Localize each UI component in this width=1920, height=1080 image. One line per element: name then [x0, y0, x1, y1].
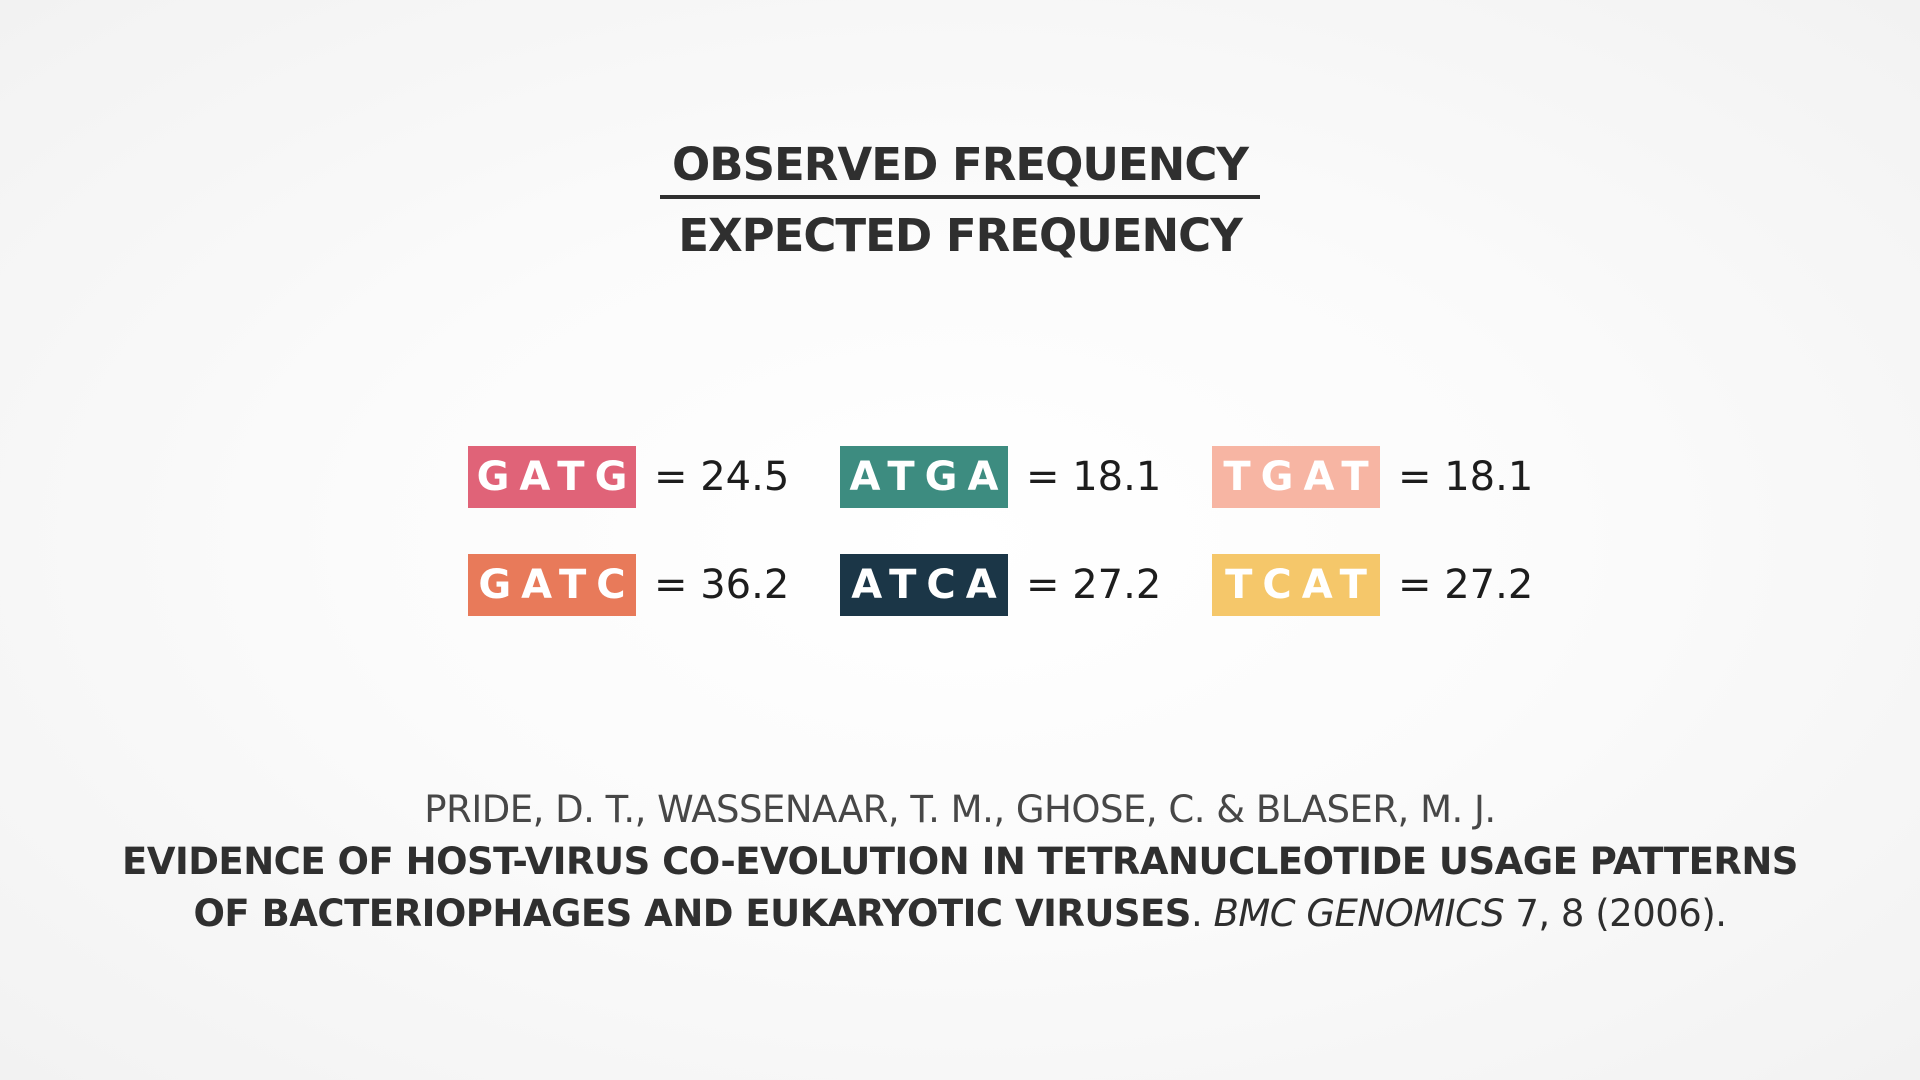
tetranucleotide-entry: GATC = 36.2 [468, 554, 789, 616]
sequence-value: = 18.1 [1398, 454, 1534, 500]
sequence-badge: ATCA [840, 554, 1008, 616]
tetranucleotide-entry: ATGA = 18.1 [840, 446, 1161, 508]
sequence-badge: TGAT [1212, 446, 1380, 508]
fraction-bar [660, 195, 1260, 199]
tetranucleotide-entry: TGAT = 18.1 [1212, 446, 1533, 508]
tetranucleotide-entry: GATG = 24.5 [468, 446, 789, 508]
tetranucleotide-entry: TCAT = 27.2 [1212, 554, 1533, 616]
fraction: OBSERVED FREQUENCY EXPECTED FREQUENCY [660, 138, 1260, 263]
citation-volume: 7, 8 (2006). [1504, 892, 1727, 935]
sequence-value: = 18.1 [1026, 454, 1162, 500]
sequence-value: = 27.2 [1398, 562, 1534, 608]
fraction-numerator: OBSERVED FREQUENCY [672, 138, 1249, 191]
citation-authors: PRIDE, D. T., WASSENAAR, T. M., GHOSE, C… [424, 788, 1496, 831]
citation: PRIDE, D. T., WASSENAAR, T. M., GHOSE, C… [0, 784, 1920, 940]
sequence-value: = 36.2 [654, 562, 790, 608]
sequence-badge: GATC [468, 554, 636, 616]
sequence-badge: ATGA [840, 446, 1008, 508]
tetranucleotide-grid: GATG = 24.5 ATGA = 18.1 TGAT = 18.1 GATC… [468, 446, 1568, 622]
sequence-value: = 27.2 [1026, 562, 1162, 608]
sequence-badge: TCAT [1212, 554, 1380, 616]
citation-title-line-2-row: OF BACTERIOPHAGES AND EUKARYOTIC VIRUSES… [0, 888, 1920, 940]
fraction-denominator: EXPECTED FREQUENCY [678, 209, 1243, 262]
citation-journal: BMC GENOMICS [1213, 892, 1505, 935]
citation-title-line-1: EVIDENCE OF HOST-VIRUS CO-EVOLUTION IN T… [122, 840, 1798, 883]
citation-title-line-2: OF BACTERIOPHAGES AND EUKARYOTIC VIRUSES [193, 892, 1191, 935]
citation-period: . [1190, 892, 1214, 935]
sequence-badge: GATG [468, 446, 636, 508]
sequence-value: = 24.5 [654, 454, 790, 500]
tetranucleotide-entry: ATCA = 27.2 [840, 554, 1161, 616]
frequency-ratio: OBSERVED FREQUENCY EXPECTED FREQUENCY [0, 138, 1920, 263]
